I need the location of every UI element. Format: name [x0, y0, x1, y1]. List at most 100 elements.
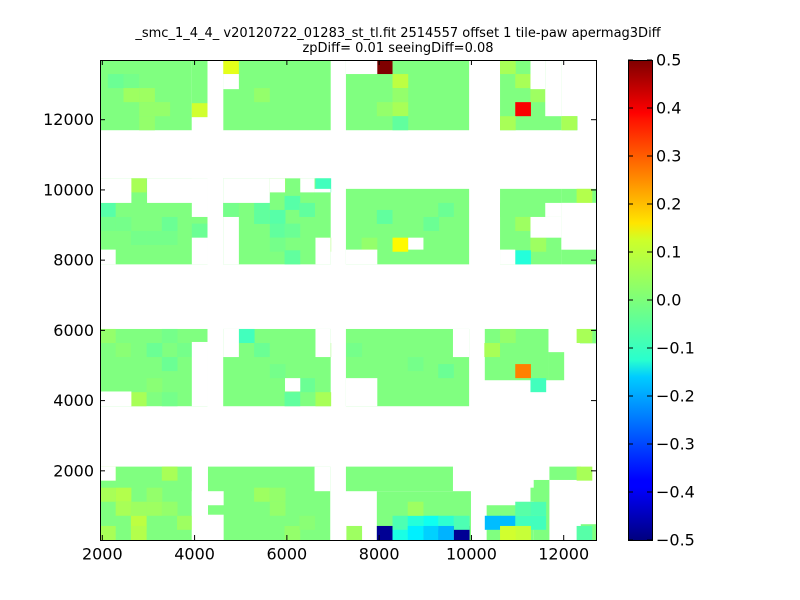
heatmap-gap [314, 188, 331, 193]
heatmap-cell [530, 515, 547, 530]
heatmap-gap [314, 466, 331, 492]
chart-title: _smc_1_4_4_ v20120722_01283_st_tl.fit 25… [135, 26, 661, 41]
heatmap-cell [130, 525, 147, 540]
y-tick-label: 12000 [43, 110, 94, 129]
heatmap-cell [515, 74, 531, 89]
heatmap-cell [561, 116, 578, 131]
heatmap-cell [376, 357, 393, 372]
heatmap-cell [139, 88, 155, 103]
heatmap-cell [130, 392, 147, 407]
heatmap-gap [223, 74, 239, 90]
heatmap-cell [407, 357, 424, 372]
heatmap-cell [346, 525, 363, 540]
heatmap-cell [376, 102, 393, 117]
heatmap-gap [315, 328, 331, 358]
heatmap-cell [407, 501, 424, 516]
heatmap-cell [500, 202, 516, 217]
heatmap-cell [515, 501, 531, 516]
heatmap-gap [345, 378, 378, 407]
y-tick-label: 8000 [53, 251, 94, 270]
heatmap-cell [107, 74, 124, 89]
plot-area [100, 60, 596, 540]
heatmap-cell [284, 250, 301, 265]
heatmap-cell [177, 515, 193, 530]
heatmap-cell [238, 328, 255, 344]
heatmap-cell [515, 525, 531, 540]
heatmap-cell [269, 209, 286, 224]
heatmap-cell [407, 525, 424, 540]
heatmap-cell [376, 60, 393, 75]
heatmap-cell [146, 378, 163, 393]
heatmap-gap [207, 491, 224, 506]
colorbar-tick-label: −0.4 [656, 483, 695, 502]
heatmap-gap [545, 202, 562, 217]
heatmap-gap [207, 514, 224, 540]
heatmap-block [223, 60, 331, 131]
heatmap-cell [530, 237, 547, 252]
heatmap-cell [269, 501, 286, 516]
colorbar-tick-label: 0.1 [656, 243, 681, 262]
colorbar-tick-label: −0.1 [656, 339, 695, 358]
heatmap-cell [254, 487, 270, 502]
colorbar: 0.5 0.4 0.3 0.2 0.1 0.0 −0.1 −0.2 −0.3 −0.4 −0.5 [628, 51, 695, 550]
heatmap-cell [284, 525, 301, 540]
heatmap-cell [100, 328, 116, 344]
heatmap-cell [269, 487, 286, 502]
heatmap-cell [130, 231, 147, 246]
heatmap-cell [146, 501, 163, 516]
heatmap-cell [130, 178, 147, 193]
x-tick-label: 8000 [359, 545, 400, 564]
heatmap-cell [315, 178, 332, 193]
heatmap-cell [484, 343, 501, 358]
heatmap-block [549, 466, 581, 480]
heatmap-cell [115, 501, 132, 516]
colorbar-tick-label: 0.3 [656, 147, 681, 166]
heatmap-cell [254, 209, 270, 224]
heatmap-cell [530, 487, 547, 502]
heatmap-gap [408, 237, 424, 250]
heatmap-cell [269, 223, 286, 238]
heatmap-cell [530, 501, 547, 516]
heatmap-gap [345, 249, 378, 265]
heatmap-cell [530, 378, 547, 393]
heatmap-cell [161, 357, 178, 372]
chart-subtitle: zpDiff= 0.01 seeingDiff=0.08 [302, 41, 494, 56]
y-tick-label: 2000 [53, 461, 94, 480]
heatmap-block [345, 466, 453, 492]
heatmap-cell [392, 116, 409, 131]
heatmap-cell [346, 237, 363, 252]
heatmap-gap [191, 117, 208, 131]
heatmap-gap [207, 60, 224, 131]
heatmap-cell [500, 525, 516, 540]
heatmap-cell [115, 343, 132, 358]
colorbar-tick-label: −0.5 [656, 531, 695, 550]
heatmap-cell [154, 102, 171, 117]
heatmap-gap [100, 178, 132, 203]
heatmap-cell [161, 501, 178, 516]
heatmap-cell [284, 195, 301, 210]
heatmap-gap [530, 216, 562, 238]
heatmap-cell [392, 102, 409, 117]
heatmap-cell [146, 231, 163, 246]
heatmap-cell [115, 216, 132, 232]
heatmap-gap [223, 328, 239, 358]
heatmap-cell [500, 60, 516, 75]
heatmap-cell [453, 515, 470, 530]
heatmap-cell [191, 223, 208, 238]
heatmap-gap [223, 178, 270, 203]
colorbar-tick-label: 0.4 [656, 99, 681, 118]
heatmap-cell [100, 487, 116, 502]
heatmap-cell [361, 237, 378, 252]
heatmap-cell [423, 525, 440, 540]
x-tick-label: 12000 [538, 545, 589, 564]
heatmap-cell [423, 378, 440, 393]
x-tick-label: 2000 [82, 545, 123, 564]
heatmap-cell [161, 392, 178, 407]
heatmap-block [191, 60, 208, 118]
heatmap-cell [100, 202, 116, 217]
heatmap-cell [576, 188, 593, 203]
heatmap-gap [500, 249, 516, 265]
heatmap-cell [438, 202, 454, 217]
heatmap-gap [100, 249, 116, 265]
heatmap-cell [139, 102, 155, 117]
